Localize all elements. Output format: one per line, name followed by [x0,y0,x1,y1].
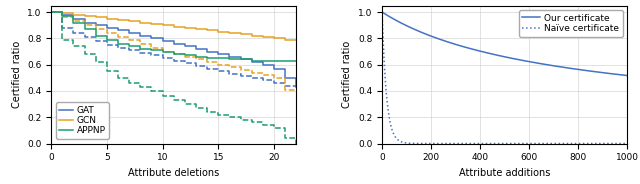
APPNP [125,45,133,47]
APPNP [92,35,100,37]
Line: Our certificate: Our certificate [382,12,627,76]
APPNP [70,22,77,24]
Line: APPNP: APPNP [51,12,296,61]
GAT [148,37,156,40]
Our certificate [391,18,399,21]
APPNP [170,53,177,55]
Y-axis label: Certified ratio: Certified ratio [12,41,22,108]
GCN [204,29,211,32]
GCN [192,28,200,30]
APPNP [58,15,66,17]
GCN [114,19,122,21]
GAT [114,29,122,32]
GCN [214,31,222,33]
GAT [81,22,88,24]
X-axis label: Attribute deletions: Attribute deletions [128,168,220,178]
GCN [70,14,77,16]
GAT [103,27,111,29]
Our certificate [616,74,624,76]
Naïve certificate [491,142,499,145]
GAT [125,32,133,34]
Legend: Our certificate, Naïve certificate: Our certificate, Naïve certificate [519,10,623,37]
APPNP [148,49,156,51]
GAT [292,86,300,88]
GAT [192,48,200,50]
APPNP [136,48,144,50]
GAT [204,50,211,53]
GAT [170,43,177,45]
Naïve certificate [572,142,579,145]
Naïve certificate [616,142,624,145]
GAT [136,35,144,37]
GAT [259,63,267,66]
GAT [248,61,255,63]
APPNP [282,60,289,62]
GCN [81,15,88,17]
GAT [237,58,244,61]
GAT [58,14,66,16]
APPNP [114,43,122,45]
Legend: GAT, GCN, APPNP: GAT, GCN, APPNP [56,102,109,139]
GAT [282,77,289,79]
Y-axis label: Certified ratio: Certified ratio [342,41,353,108]
GCN [125,20,133,22]
Our certificate [378,11,386,13]
GCN [92,16,100,18]
APPNP [47,11,55,13]
APPNP [204,57,211,59]
APPNP [103,39,111,41]
APPNP [192,56,200,58]
Naïve certificate [497,142,505,145]
GCN [259,36,267,38]
GCN [47,11,55,13]
APPNP [292,60,300,62]
APPNP [248,60,255,62]
Line: Naïve certificate: Naïve certificate [382,12,627,144]
GAT [47,11,55,13]
GCN [292,39,300,41]
Our certificate [497,55,505,57]
GCN [237,33,244,36]
X-axis label: Attribute additions: Attribute additions [459,168,550,178]
APPNP [259,60,267,62]
GAT [181,45,189,47]
GAT [92,24,100,26]
Our certificate [491,54,499,56]
GAT [214,53,222,55]
GCN [159,24,166,26]
GAT [70,17,77,20]
GCN [270,37,278,40]
GCN [282,39,289,41]
GAT [159,40,166,42]
APPNP [226,58,234,61]
GCN [226,32,234,34]
APPNP [237,58,244,61]
Naïve certificate [378,11,386,13]
Naïve certificate [616,142,624,145]
APPNP [181,54,189,56]
GAT [226,56,234,58]
APPNP [214,57,222,59]
Naïve certificate [391,135,399,137]
GCN [103,17,111,20]
GAT [270,68,278,70]
Line: GAT: GAT [51,12,296,87]
Our certificate [572,68,579,70]
Our certificate [623,75,631,77]
APPNP [81,28,88,30]
Naïve certificate [623,142,631,145]
GCN [170,25,177,28]
GCN [181,27,189,29]
GCN [248,35,255,37]
APPNP [159,50,166,53]
Our certificate [616,74,624,76]
Line: GCN: GCN [51,12,296,40]
GCN [136,22,144,24]
GCN [58,12,66,15]
APPNP [270,60,278,62]
GCN [148,23,156,25]
